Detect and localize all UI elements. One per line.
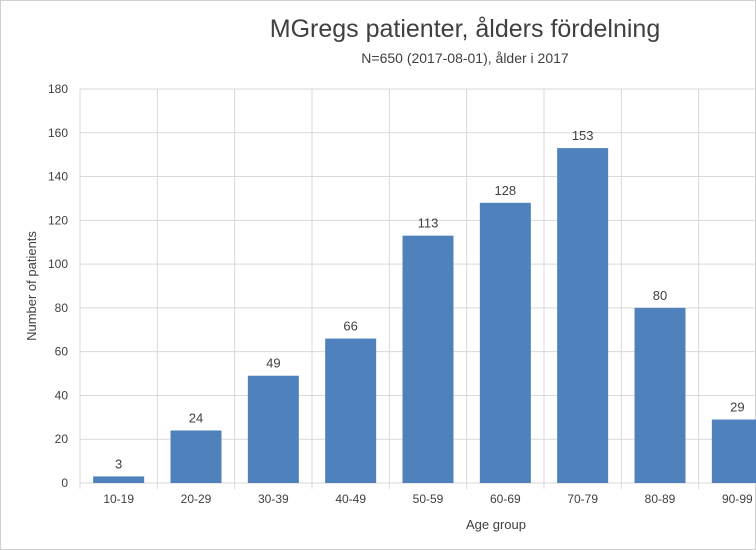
- bar-30-39: [247, 375, 299, 483]
- bar-90-99: [711, 419, 756, 483]
- data-label-10-19: 3: [115, 456, 122, 471]
- data-label-20-29: 24: [189, 410, 203, 425]
- bar-20-29: [170, 430, 222, 483]
- data-label-50-59: 113: [418, 216, 439, 231]
- y-tick-label: 160: [48, 126, 68, 140]
- y-tick-label: 40: [55, 388, 69, 402]
- y-tick-label: 180: [48, 82, 68, 96]
- x-tick-label-10-19: 10-19: [103, 492, 134, 506]
- y-tick-label: 60: [55, 345, 69, 359]
- x-tick-labels: 10-19 20-29 30-39 40-49 50-59 60-69 70-79 80-89…: [103, 492, 753, 506]
- data-label-40-49: 66: [343, 319, 357, 334]
- x-tick-label-70-79: 70-79: [567, 492, 598, 506]
- data-labels: 3 24 49 66 113 128 153 80 29: [115, 128, 745, 471]
- data-label-80-89: 80: [653, 288, 667, 303]
- bar-10-19: [93, 476, 145, 483]
- y-tick-label: 20: [55, 432, 69, 446]
- bar-60-69: [479, 202, 531, 484]
- y-tick-label: 100: [48, 257, 68, 271]
- data-label-90-99: 29: [730, 400, 744, 415]
- chart-subtitle: N=650 (2017-08-01), ålder i 2017: [361, 50, 569, 66]
- chart-title: MGregs patienter, ålders fördelning: [269, 15, 661, 43]
- y-tick-label: 140: [48, 170, 68, 184]
- x-axis-label: Age group: [466, 517, 526, 532]
- bar-70-79: [557, 148, 609, 483]
- y-tick-label: 80: [55, 301, 69, 315]
- x-tick-label-40-49: 40-49: [335, 492, 366, 506]
- y-tick-label: 120: [48, 213, 68, 227]
- x-tick-label-90-99: 90-99: [722, 492, 753, 506]
- x-tick-label-20-29: 20-29: [181, 492, 212, 506]
- x-tick-label-60-69: 60-69: [490, 492, 521, 506]
- x-tick-label-80-89: 80-89: [645, 492, 676, 506]
- y-axis-label: Number of patients: [24, 231, 39, 341]
- bars: [93, 148, 756, 484]
- x-tick-label-30-39: 30-39: [258, 492, 289, 506]
- bar-50-59: [402, 235, 454, 483]
- data-label-70-79: 153: [572, 128, 594, 143]
- bar-40-49: [325, 338, 377, 483]
- bar-80-89: [634, 307, 686, 483]
- data-label-60-69: 128: [494, 183, 516, 198]
- x-tick-label-50-59: 50-59: [413, 492, 444, 506]
- y-tick-label: 0: [61, 476, 68, 490]
- y-tick-labels: 0 20 40 60 80 100 120 140 160 180: [48, 82, 68, 490]
- data-label-30-39: 49: [266, 356, 280, 371]
